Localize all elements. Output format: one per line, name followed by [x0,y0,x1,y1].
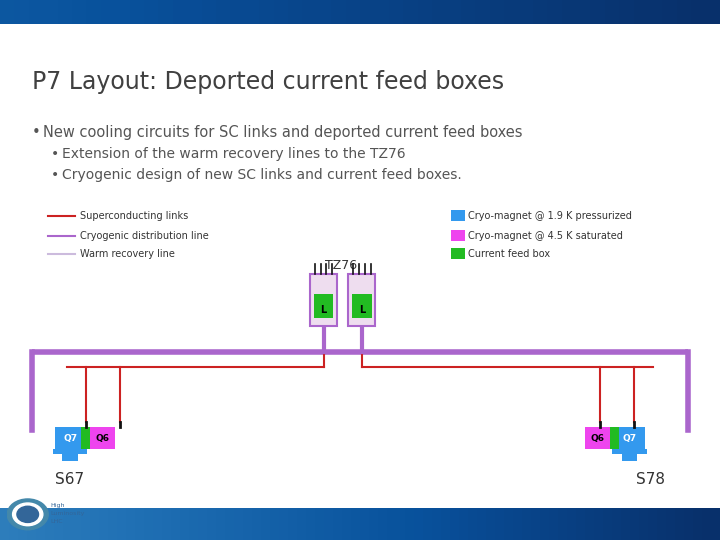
Bar [451,248,464,259]
Bar [352,294,372,318]
Text: Q6: Q6 [96,434,109,443]
Bar [63,454,78,461]
Text: P7 Layout: Deported current feed boxes: P7 Layout: Deported current feed boxes [32,70,504,93]
Bar [622,454,637,461]
Circle shape [7,499,48,530]
Circle shape [17,507,39,523]
Bar [451,230,464,241]
Text: LHC: LHC [50,519,63,524]
Text: •: • [51,168,59,183]
Text: Cryogenic design of new SC links and current feed boxes.: Cryogenic design of new SC links and cur… [63,168,462,183]
Bar [348,274,375,326]
Bar [55,427,86,449]
Bar [90,427,115,449]
Bar [613,449,647,454]
Text: Cryo-magnet @ 4.5 K saturated: Cryo-magnet @ 4.5 K saturated [469,231,624,241]
Text: Q6: Q6 [590,434,604,443]
Text: Cryogenic distribution line: Cryogenic distribution line [80,231,208,241]
Bar [310,274,337,326]
Text: Luminosity: Luminosity [50,511,85,516]
Text: Q7: Q7 [63,434,77,443]
Bar [81,427,90,449]
Bar [53,449,87,454]
Text: L: L [320,305,327,315]
Text: L: L [359,305,365,315]
Text: S78: S78 [636,472,665,488]
Text: Current feed box: Current feed box [469,249,551,259]
Text: High: High [50,503,65,508]
Bar [585,427,610,449]
Text: •: • [32,125,40,140]
Circle shape [12,503,43,526]
Text: Warm recovery line: Warm recovery line [80,249,174,259]
Bar [610,427,619,449]
Text: •: • [51,147,59,161]
Text: New cooling circuits for SC links and deported current feed boxes: New cooling circuits for SC links and de… [43,125,523,140]
Text: TZ76: TZ76 [325,259,357,272]
Bar [314,294,333,318]
Text: S67: S67 [55,472,84,488]
Bar [614,427,645,449]
Text: Superconducting links: Superconducting links [80,211,188,221]
Bar [451,210,464,221]
Text: Cryo-magnet @ 1.9 K pressurized: Cryo-magnet @ 1.9 K pressurized [469,211,632,221]
Text: Extension of the warm recovery lines to the TZ76: Extension of the warm recovery lines to … [63,147,406,161]
Text: Q7: Q7 [623,434,636,443]
